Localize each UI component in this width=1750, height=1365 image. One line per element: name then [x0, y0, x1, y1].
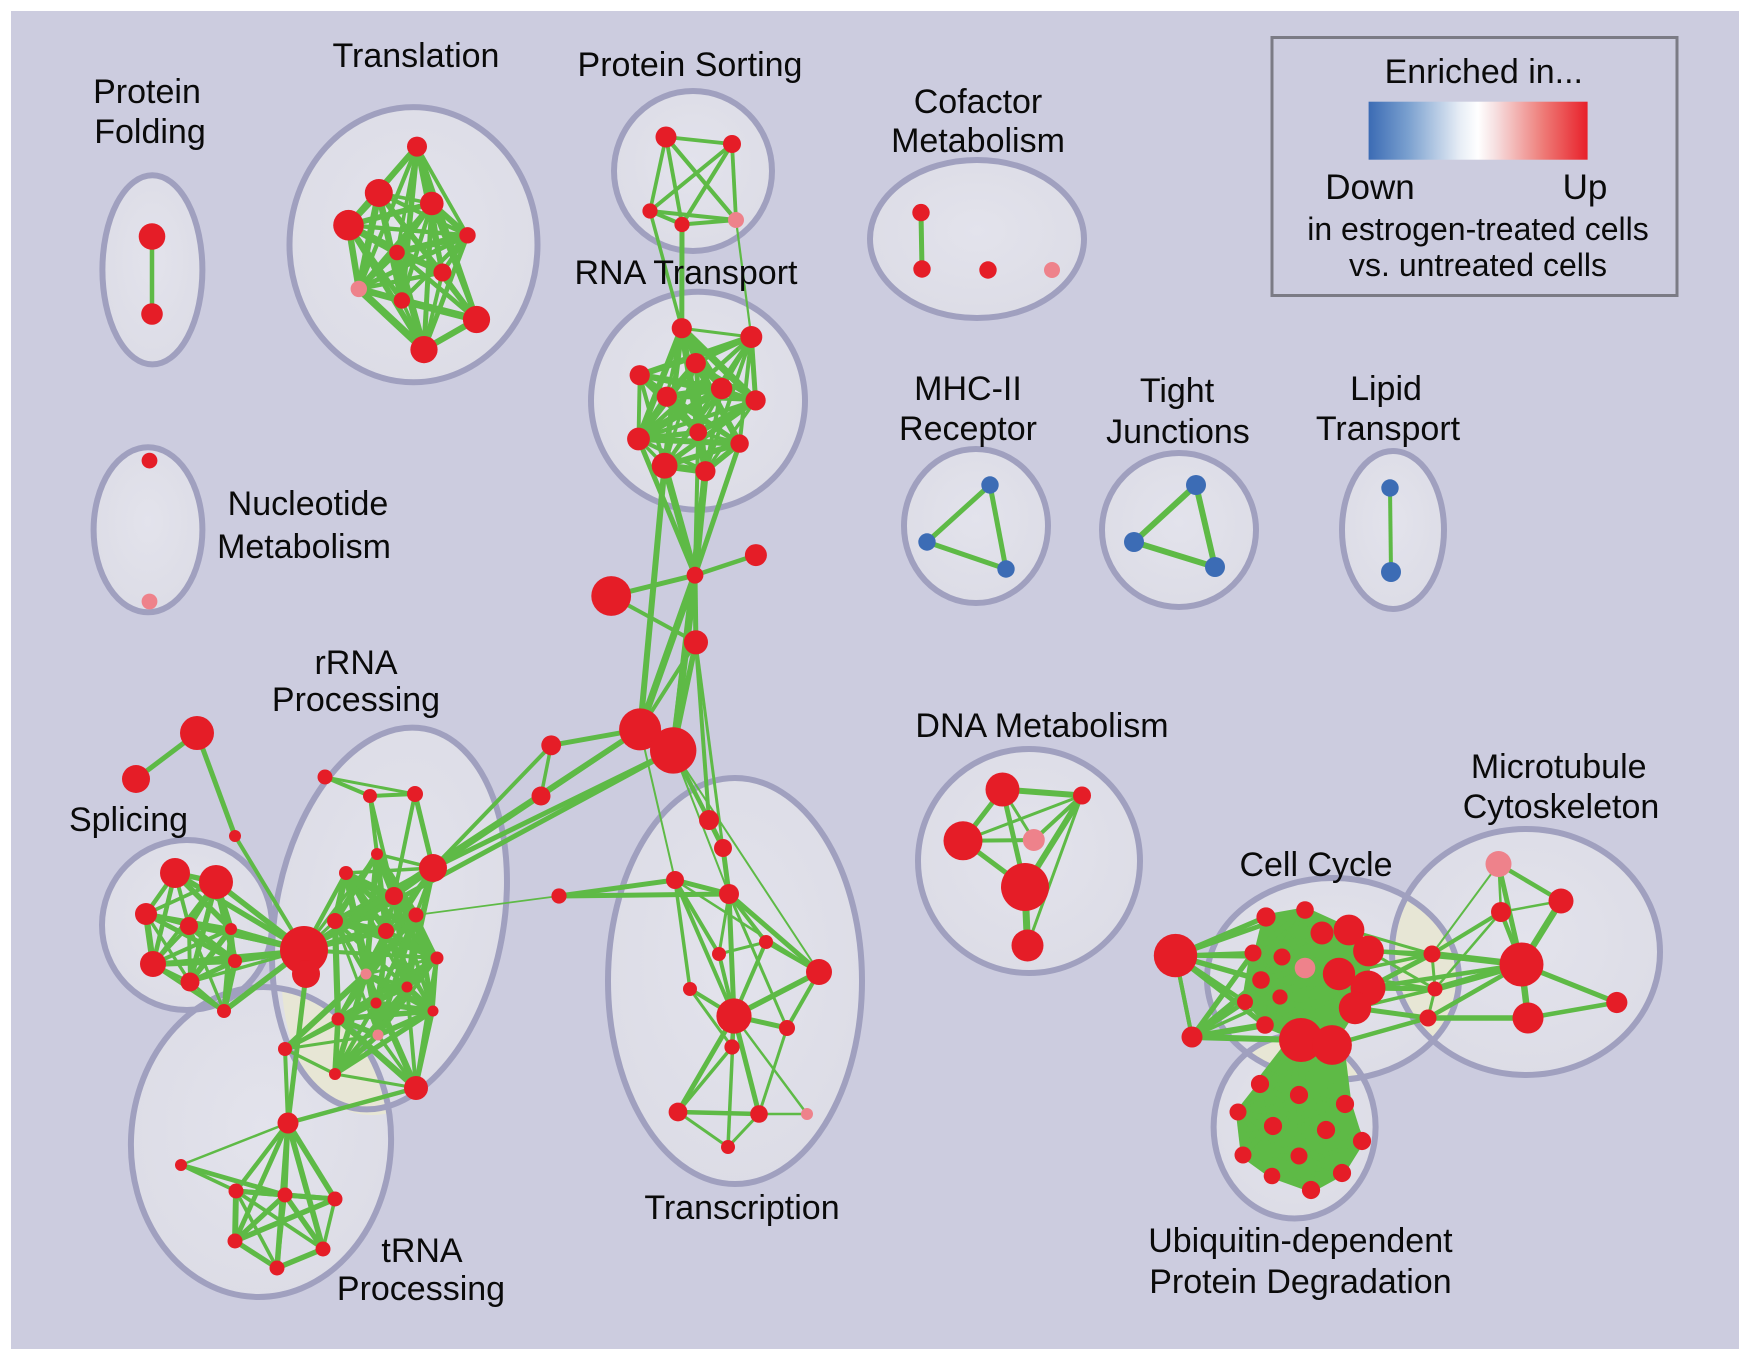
- svg-text:Ubiquitin-dependent: Ubiquitin-dependent: [1148, 1222, 1453, 1260]
- svg-text:Protein: Protein: [93, 73, 201, 111]
- svg-text:Lipid: Lipid: [1350, 370, 1422, 408]
- svg-text:Transport: Transport: [1316, 410, 1461, 448]
- svg-text:RNA Transport: RNA Transport: [575, 254, 799, 292]
- svg-text:Protein Degradation: Protein Degradation: [1149, 1263, 1451, 1301]
- svg-text:Metabolism: Metabolism: [217, 528, 391, 566]
- svg-text:Receptor: Receptor: [899, 410, 1037, 448]
- svg-text:vs. untreated cells: vs. untreated cells: [1349, 247, 1607, 283]
- svg-text:Tight: Tight: [1140, 372, 1215, 410]
- svg-text:tRNA: tRNA: [381, 1232, 463, 1270]
- svg-text:Junctions: Junctions: [1106, 413, 1250, 451]
- svg-text:Cell Cycle: Cell Cycle: [1239, 846, 1392, 884]
- svg-text:Cytoskeleton: Cytoskeleton: [1463, 788, 1660, 826]
- svg-text:in estrogen-treated cells: in estrogen-treated cells: [1307, 211, 1649, 247]
- svg-text:DNA Metabolism: DNA Metabolism: [915, 707, 1168, 745]
- svg-text:Enriched in...: Enriched in...: [1385, 53, 1583, 91]
- svg-text:MHC-II: MHC-II: [914, 370, 1022, 408]
- svg-text:Translation: Translation: [333, 37, 500, 75]
- svg-text:Processing: Processing: [337, 1270, 505, 1308]
- svg-text:Nucleotide: Nucleotide: [228, 485, 389, 523]
- svg-text:Splicing: Splicing: [69, 801, 188, 839]
- svg-text:rRNA: rRNA: [314, 644, 397, 682]
- svg-text:Processing: Processing: [272, 681, 440, 719]
- svg-text:Metabolism: Metabolism: [891, 122, 1065, 160]
- svg-text:Up: Up: [1563, 168, 1608, 207]
- svg-text:Down: Down: [1325, 168, 1414, 207]
- svg-text:Folding: Folding: [94, 113, 206, 151]
- svg-text:Microtubule: Microtubule: [1471, 748, 1647, 786]
- svg-text:Protein Sorting: Protein Sorting: [578, 46, 803, 84]
- svg-text:Transcription: Transcription: [644, 1189, 839, 1227]
- svg-text:Cofactor: Cofactor: [914, 83, 1043, 121]
